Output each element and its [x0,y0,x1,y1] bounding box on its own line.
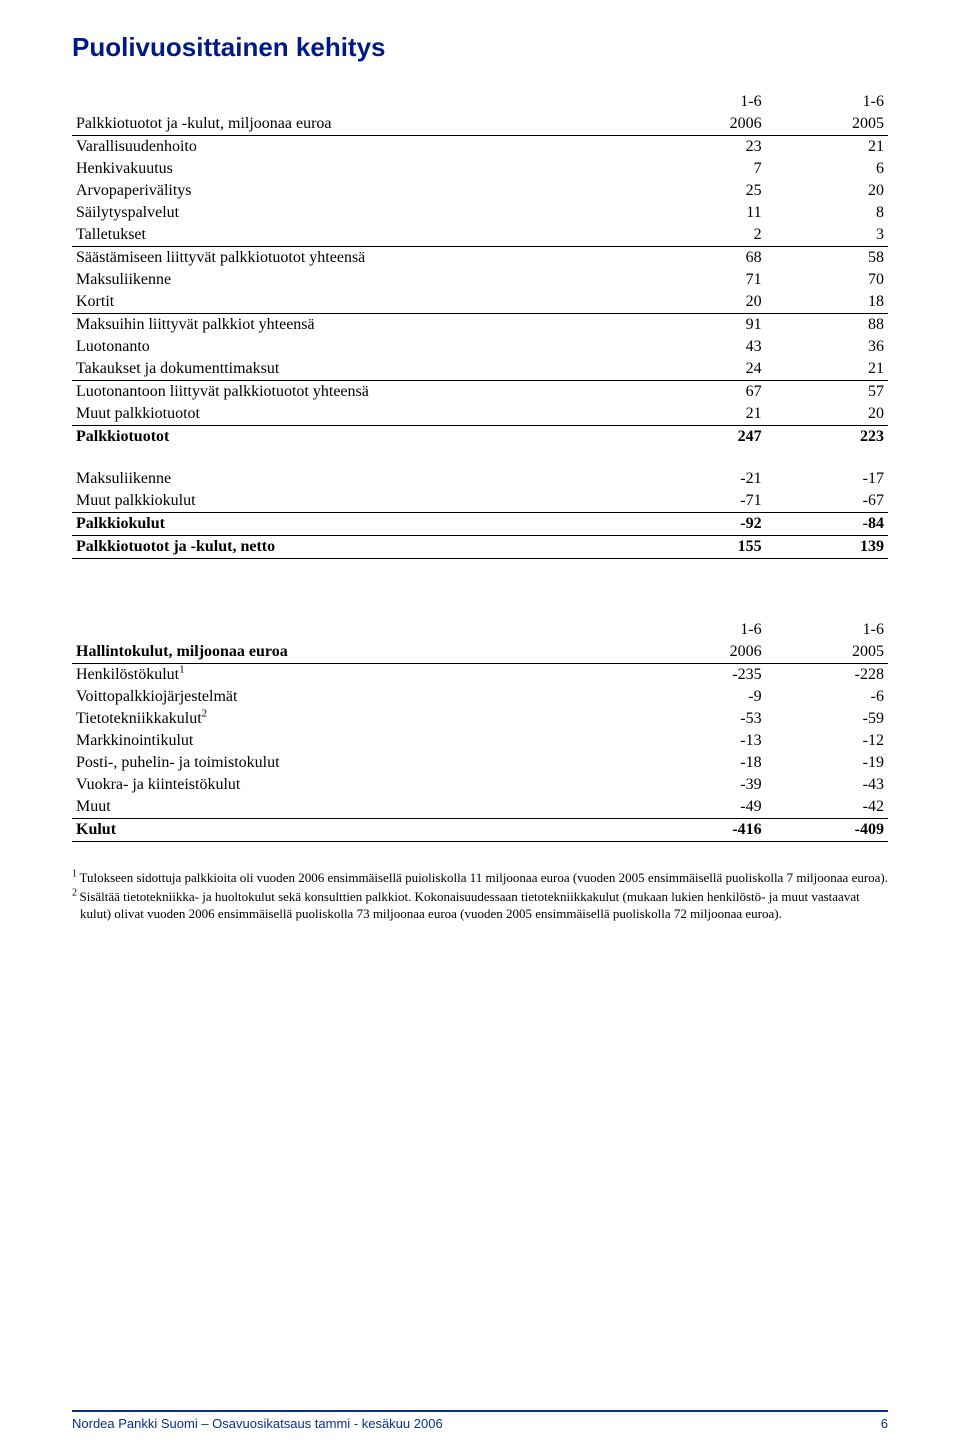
table-row: Palkkiokulut -92 -84 [72,513,888,536]
table-row: Markkinointikulut -13 -12 [72,730,888,752]
period-col2: 1-6 [766,91,888,113]
table-row: Tietotekniikkakulut2 -53 -59 [72,708,888,730]
table-row: Luotonanto 43 36 [72,336,888,358]
table-row: Maksuliikenne -21 -17 [72,468,888,490]
admin-costs-table: 1-6 1-6 Hallintokulut, miljoonaa euroa 2… [72,619,888,842]
footer-page-number: 6 [881,1416,888,1431]
footer-left: Nordea Pankki Suomi – Osavuosikatsaus ta… [72,1416,443,1431]
table-row: Takaukset ja dokumenttimaksut 24 21 [72,358,888,381]
table-row: Luotonantoon liittyvät palkkiotuotot yht… [72,381,888,404]
table-row: Palkkiotuotot 247 223 [72,426,888,449]
table-row: Säilytyspalvelut 11 8 [72,202,888,224]
table-header-label: Hallintokulut, miljoonaa euroa [72,641,643,664]
table-row: Arvopaperivälitys 25 20 [72,180,888,202]
document-page: Puolivuosittainen kehitys 1-6 1-6 Palkki… [0,0,960,1449]
table-row: Vuokra- ja kiinteistökulut -39 -43 [72,774,888,796]
table-row: Muut -49 -42 [72,796,888,819]
period-col1: 1-6 [643,619,765,641]
fees-table: 1-6 1-6 Palkkiotuotot ja -kulut, miljoon… [72,91,888,559]
table-row: Muut palkkiokulut -71 -67 [72,490,888,513]
table-row: Palkkiotuotot ja -kulut, netto 155 139 [72,536,888,559]
table-row: Posti-, puhelin- ja toimistokulut -18 -1… [72,752,888,774]
footnote-2: 2 Sisältää tietotekniikka- ja huoltokulu… [72,889,888,923]
table-row: Voittopalkkiojärjestelmät -9 -6 [72,686,888,708]
table-row: Henkivakuutus 7 6 [72,158,888,180]
year-col2: 2005 [766,113,888,136]
footnote-1: 1 Tulokseen sidottuja palkkioita oli vuo… [72,870,888,887]
year-col1: 2006 [643,113,765,136]
table-row: Hallintokulut, miljoonaa euroa 2006 2005 [72,641,888,664]
table-row: Henkilöstökulut1 -235 -228 [72,664,888,687]
table-row: Maksuihin liittyvät palkkiot yhteensä 91… [72,314,888,337]
table-row: Kulut -416 -409 [72,819,888,842]
table-row: Kortit 20 18 [72,291,888,314]
period-col2: 1-6 [766,619,888,641]
table-row: Varallisuudenhoito 23 21 [72,136,888,159]
period-col1: 1-6 [643,91,765,113]
table-row: Maksuliikenne 71 70 [72,269,888,291]
table-row: Palkkiotuotot ja -kulut, miljoonaa euroa… [72,113,888,136]
table-row: Säästämiseen liittyvät palkkiotuotot yht… [72,247,888,270]
table-row: 1-6 1-6 [72,619,888,641]
table-row: 1-6 1-6 [72,91,888,113]
table-row [72,448,888,468]
page-footer: Nordea Pankki Suomi – Osavuosikatsaus ta… [72,1410,888,1431]
page-title: Puolivuosittainen kehitys [72,32,888,63]
table-header-label: Palkkiotuotot ja -kulut, miljoonaa euroa [72,113,643,136]
year-col1: 2006 [643,641,765,664]
table-row: Muut palkkiotuotot 21 20 [72,403,888,426]
footnotes: 1 Tulokseen sidottuja palkkioita oli vuo… [72,870,888,923]
table-row: Talletukset 2 3 [72,224,888,247]
year-col2: 2005 [766,641,888,664]
